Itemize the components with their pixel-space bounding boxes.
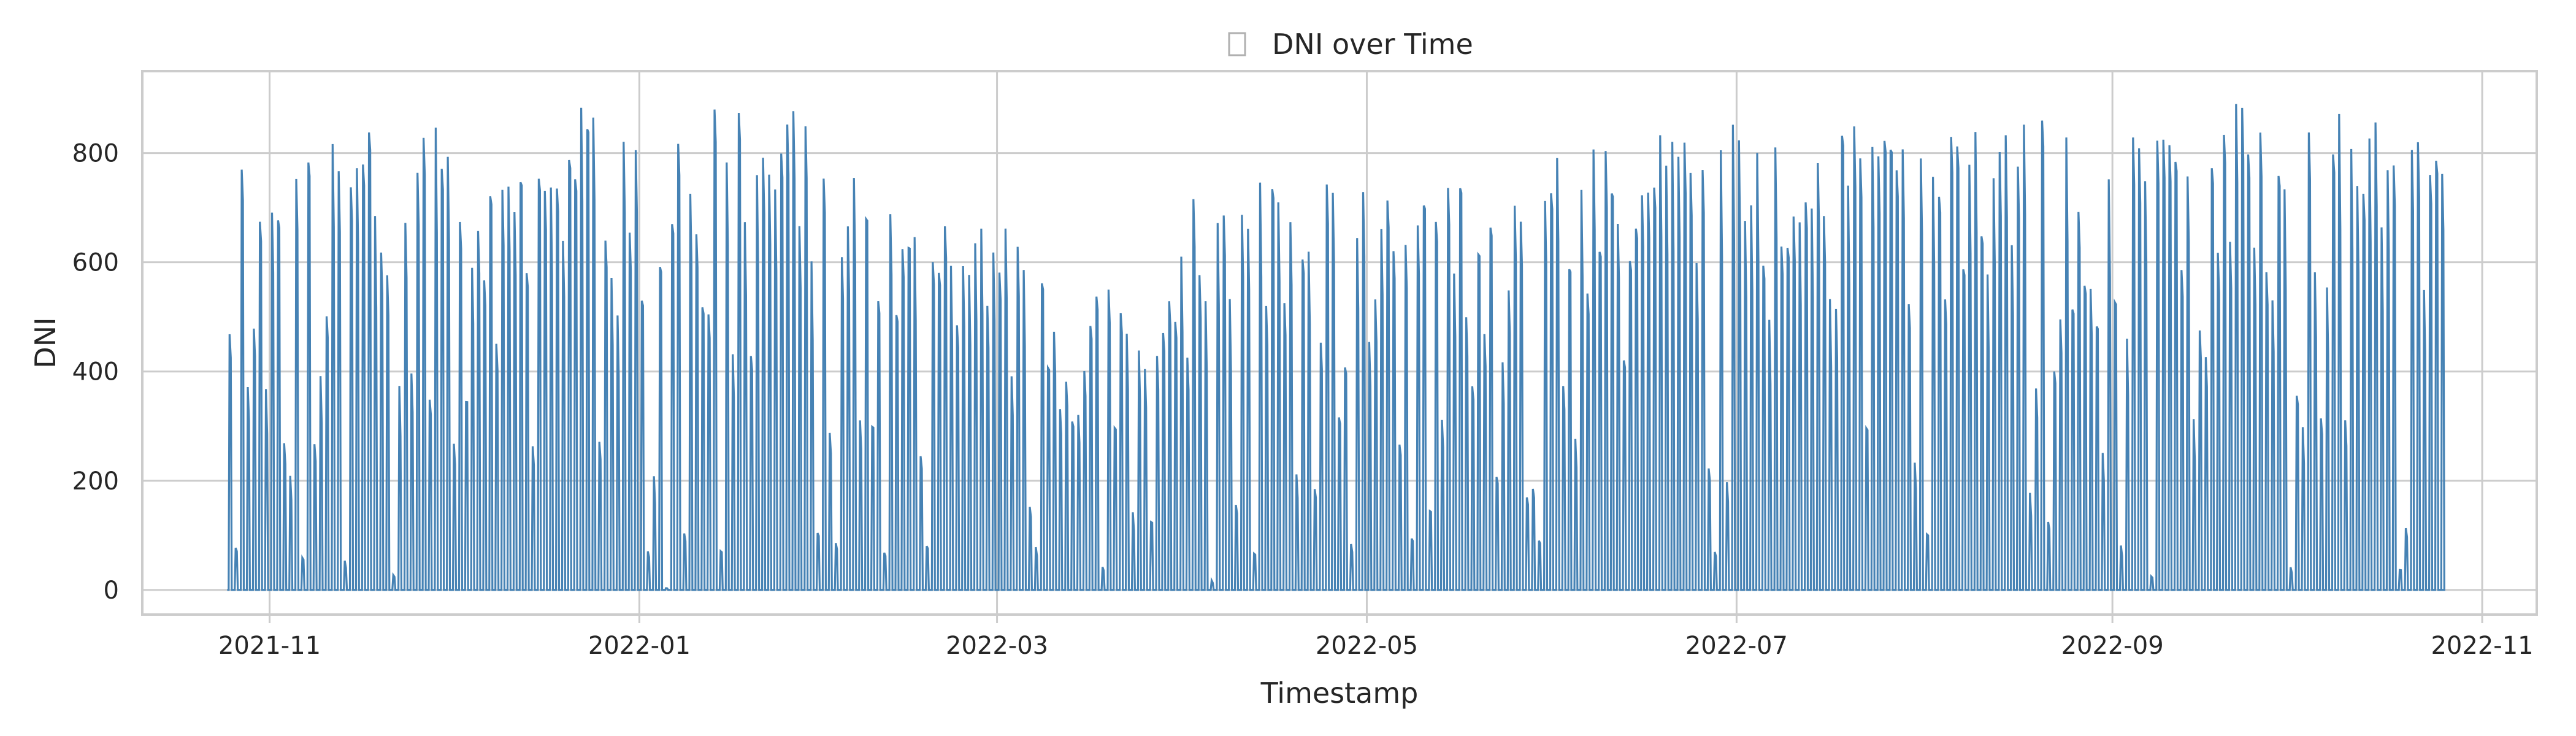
y-axis-label: DNI	[29, 317, 62, 368]
chart-title: DNI over Time	[1228, 28, 1473, 61]
x-tick-label: 2022-03	[946, 632, 1048, 660]
x-tick-label: 2022-01	[588, 632, 691, 660]
y-tick-label: 200	[72, 467, 119, 496]
plot-area-border	[141, 70, 2538, 616]
chart-title-text: DNI over Time	[1272, 28, 1473, 61]
dni-series-line	[227, 104, 2445, 591]
y-tick-label: 400	[72, 358, 119, 386]
x-axis-label: Timestamp	[1260, 677, 1419, 710]
axis-ticks: 2021-11 2022-01 2022-03 2022-05 2022-07 2022-…	[72, 140, 2534, 660]
y-tick-label: 0	[104, 577, 119, 605]
x-tick-label: 2022-09	[2061, 632, 2164, 660]
x-tick-label: 2022-11	[2431, 632, 2533, 660]
y-tick-label: 600	[72, 249, 119, 277]
series-layer	[227, 104, 2445, 591]
x-tick-label: 2021-11	[218, 632, 321, 660]
x-tick-label: 2022-05	[1316, 632, 1418, 660]
y-tick-label: 800	[72, 140, 119, 168]
missing-glyph-icon	[1228, 32, 1246, 56]
x-tick-label: 2022-07	[1685, 632, 1788, 660]
